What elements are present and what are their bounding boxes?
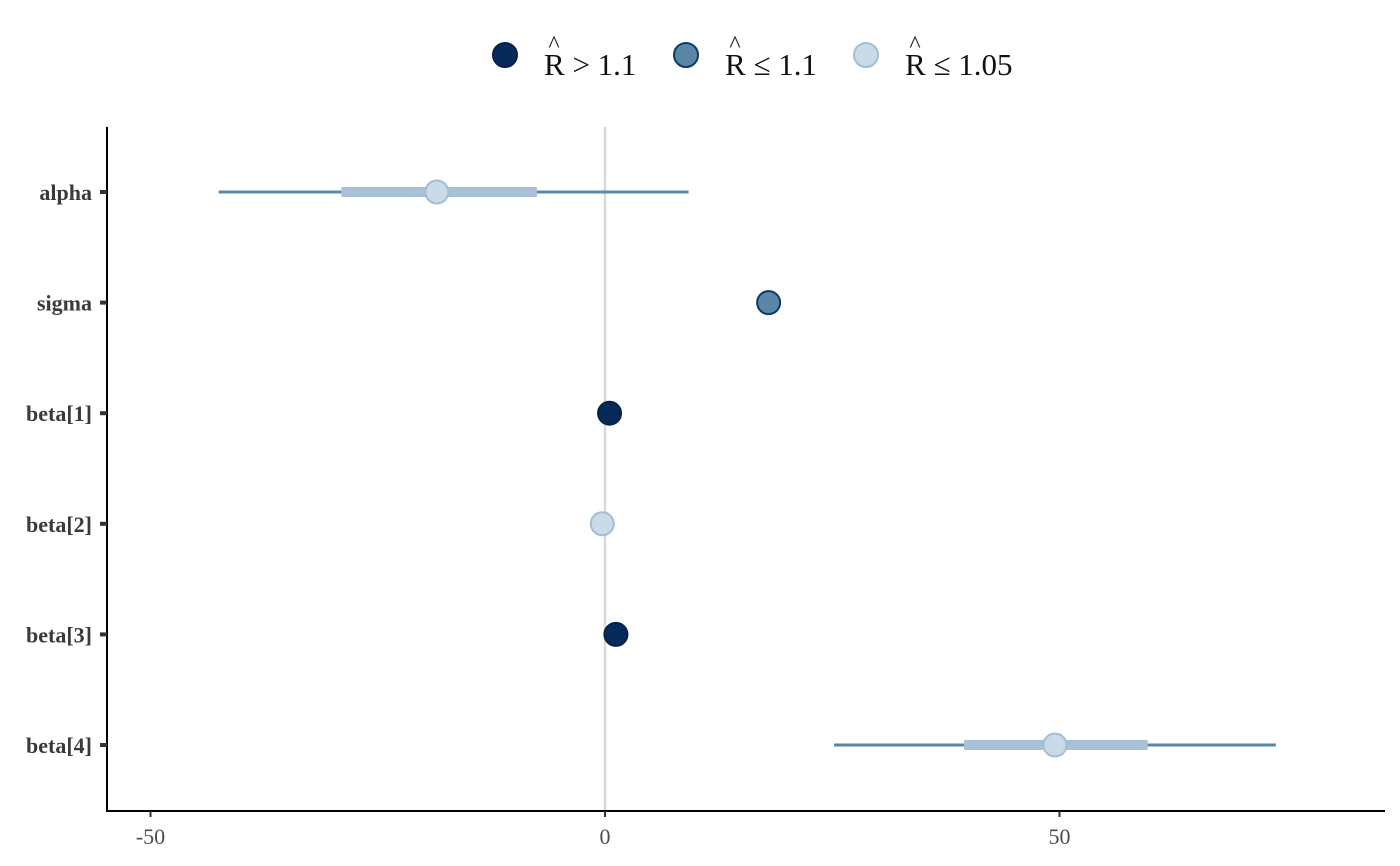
- y-tick-label-beta4: beta[4]: [26, 733, 92, 758]
- legend-item-high: ^R > 1.1: [492, 32, 636, 82]
- legend-label-high: R > 1.1: [544, 47, 636, 82]
- y-tick-label-beta3: beta[3]: [26, 622, 92, 647]
- point-beta1: [597, 400, 623, 426]
- y-tick-label-beta1: beta[1]: [26, 401, 92, 426]
- point-alpha: [424, 179, 450, 205]
- legend-label-base-low: R: [905, 47, 926, 82]
- x-tick-label-0: -50: [136, 824, 165, 849]
- x-tick-label-1: 0: [600, 824, 611, 849]
- point-beta4: [1042, 732, 1068, 758]
- legend-label-mid: R ≤ 1.1: [725, 47, 817, 82]
- x-axis: -50 0 50: [106, 810, 1385, 849]
- y-tick-label-sigma: sigma: [37, 291, 92, 316]
- legend-label-rest-high: > 1.1: [565, 47, 637, 82]
- x-tick-label-2: 50: [1049, 824, 1071, 849]
- legend-label-rest-mid: ≤ 1.1: [746, 47, 817, 82]
- legend: ^R > 1.1^R ≤ 1.1^R ≤ 1.05: [492, 32, 1012, 82]
- point-beta3: [603, 621, 629, 647]
- legend-key-mid: [673, 42, 699, 68]
- legend-hat-mid: ^: [729, 32, 740, 58]
- intervals: [218, 187, 1276, 750]
- legend-label-low: R ≤ 1.05: [905, 47, 1012, 82]
- point-sigma: [756, 290, 782, 316]
- legend-hat-high: ^: [548, 32, 559, 58]
- y-tick-label-beta2: beta[2]: [26, 512, 92, 537]
- legend-key-low: [853, 42, 879, 68]
- legend-label-base-mid: R: [725, 47, 746, 82]
- legend-label-base-high: R: [544, 47, 565, 82]
- points: [424, 179, 1068, 758]
- legend-key-high: [492, 42, 518, 68]
- point-beta2: [589, 511, 615, 537]
- legend-hat-low: ^: [909, 32, 920, 58]
- y-tick-label-alpha: alpha: [39, 180, 92, 205]
- legend-item-low: ^R ≤ 1.05: [853, 32, 1012, 82]
- y-axis: alpha sigma beta[1] beta[2] beta[3] beta[4]: [26, 127, 108, 811]
- legend-item-mid: ^R ≤ 1.1: [673, 32, 817, 82]
- plot-area: [218, 127, 1276, 811]
- legend-label-rest-low: ≤ 1.05: [926, 47, 1013, 82]
